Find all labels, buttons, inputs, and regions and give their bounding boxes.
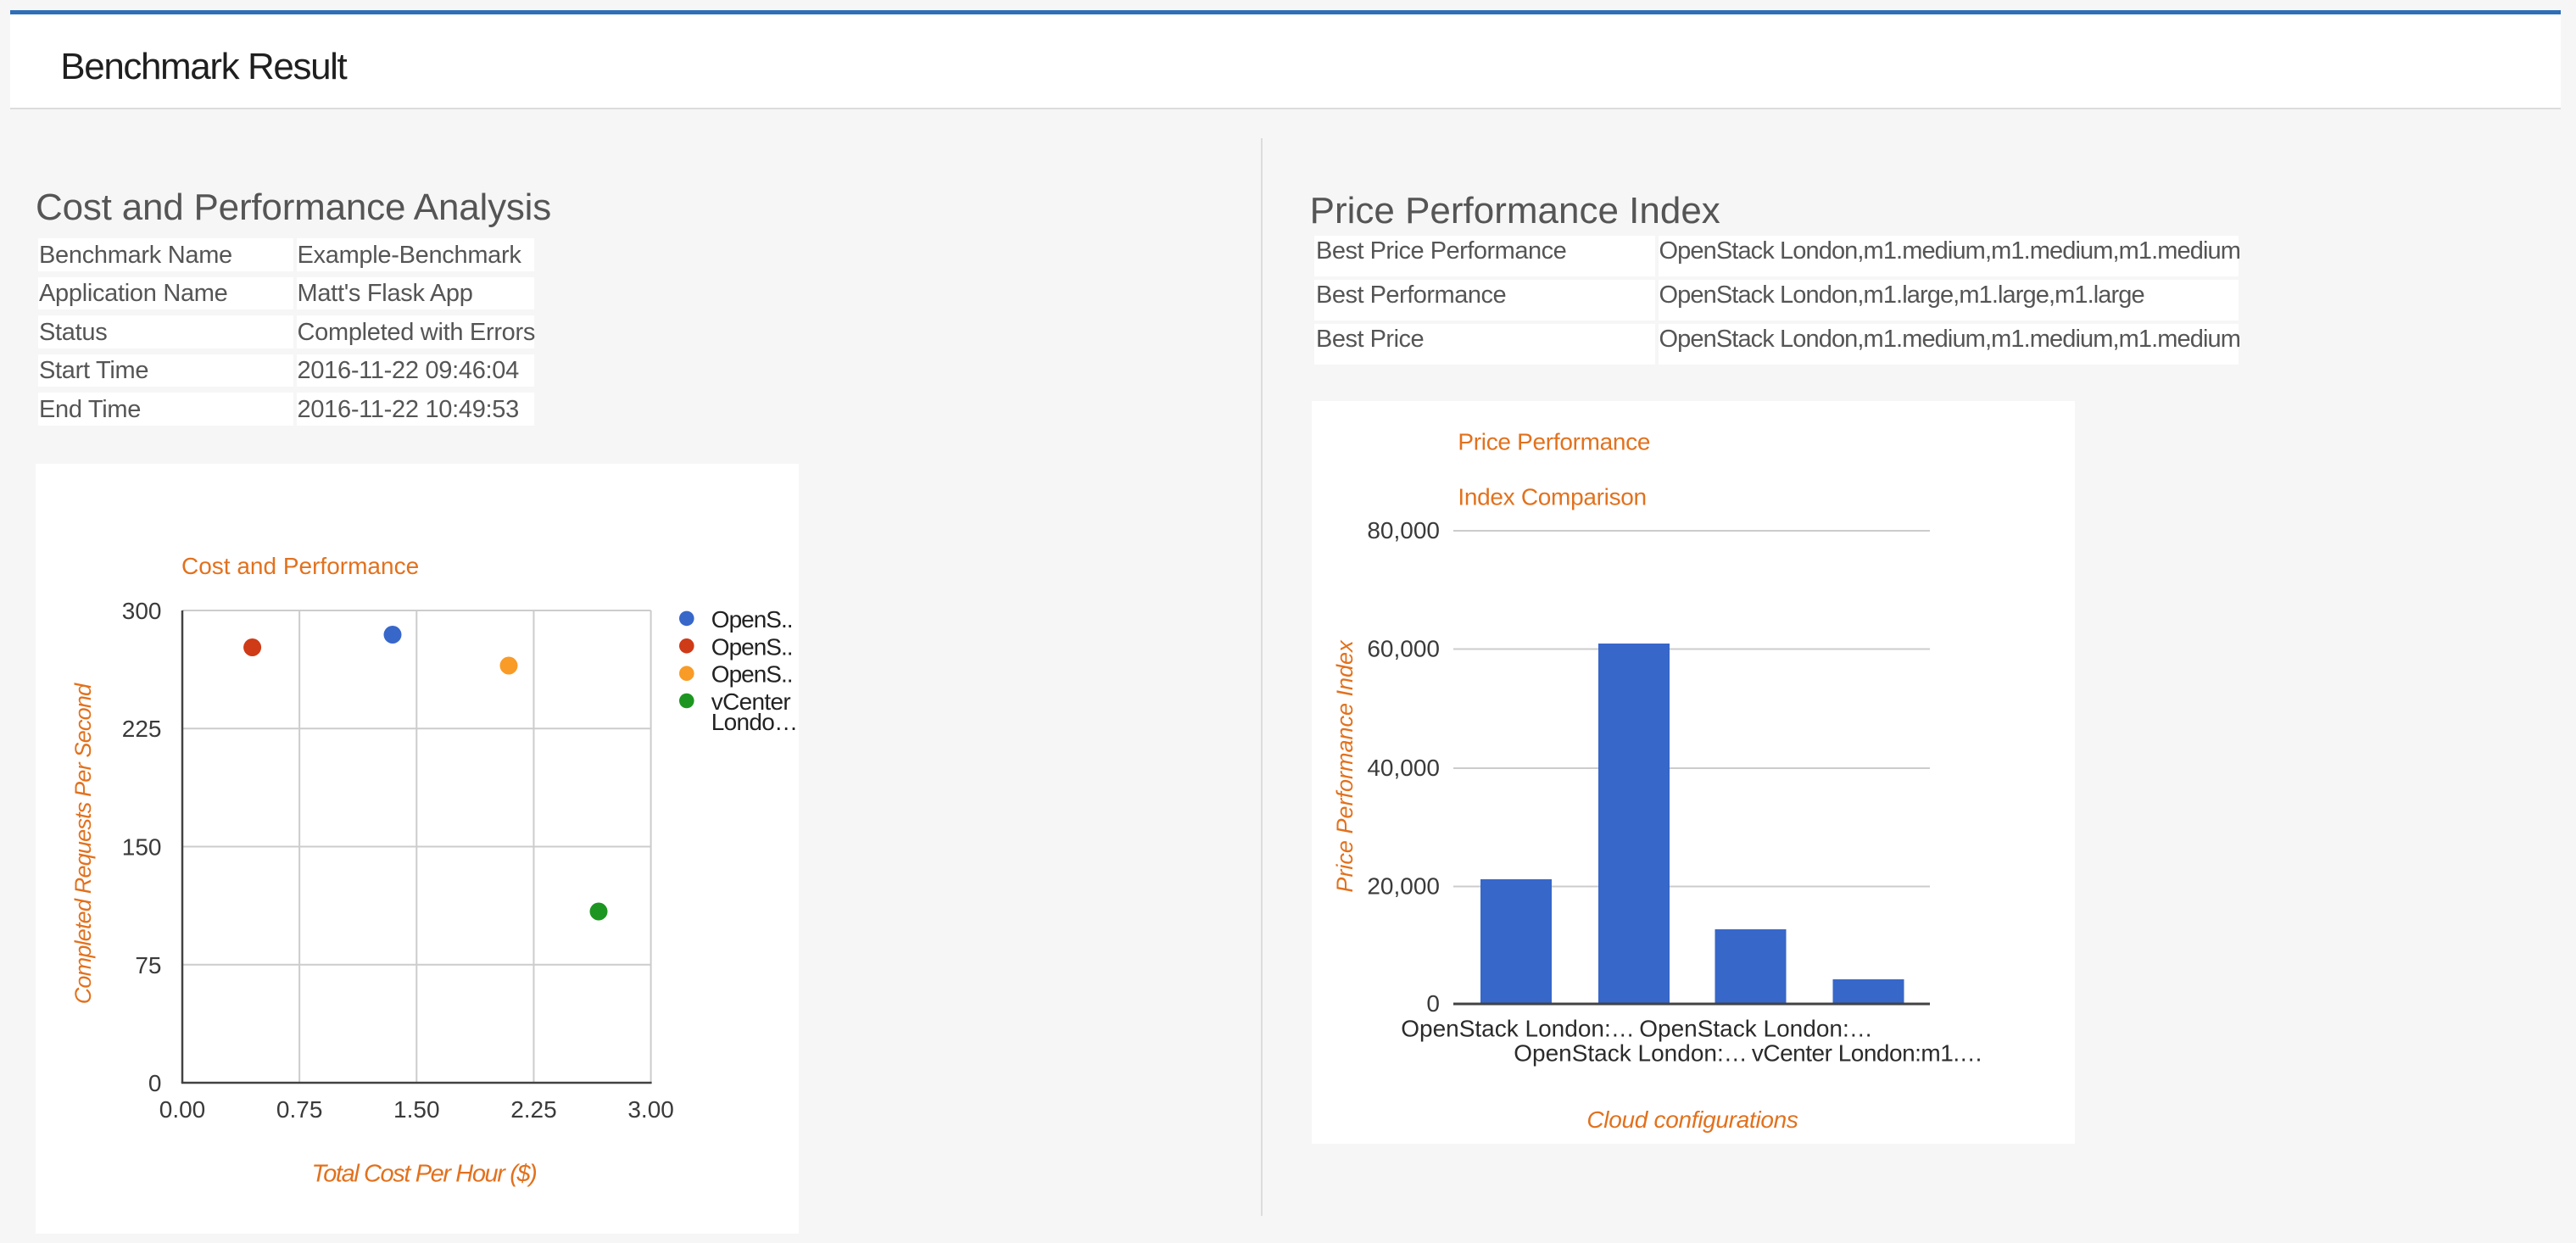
svg-text:OpenStack London:…: OpenStack London:… (1401, 1016, 1635, 1042)
svg-text:0: 0 (148, 1070, 162, 1096)
svg-text:Cloud configurations: Cloud configurations (1586, 1106, 1798, 1133)
svg-text:3.00: 3.00 (627, 1096, 674, 1123)
svg-text:80,000: 80,000 (1367, 517, 1440, 543)
svg-text:Londo…: Londo… (711, 709, 798, 735)
svg-text:Price Performance: Price Performance (1458, 428, 1650, 454)
svg-text:0: 0 (1426, 990, 1440, 1017)
svg-text:OpenS..: OpenS.. (711, 606, 793, 633)
svg-text:OpenStack London:…: OpenStack London:… (1639, 1016, 1873, 1042)
svg-text:OpenS..: OpenS.. (711, 661, 793, 688)
svg-text:Index Comparison: Index Comparison (1458, 484, 1646, 510)
svg-text:60,000: 60,000 (1367, 636, 1440, 662)
svg-text:vCenter London:m1.…: vCenter London:m1.… (1752, 1040, 1982, 1067)
svg-text:40,000: 40,000 (1367, 755, 1440, 781)
svg-text:1.50: 1.50 (393, 1096, 440, 1123)
svg-text:OpenS..: OpenS.. (711, 633, 793, 660)
svg-text:300: 300 (122, 598, 162, 624)
svg-text:225: 225 (122, 716, 162, 742)
svg-text:0.00: 0.00 (159, 1096, 206, 1123)
svg-text:2.25: 2.25 (510, 1096, 557, 1123)
svg-text:20,000: 20,000 (1367, 873, 1440, 900)
svg-text:OpenStack London:…: OpenStack London:… (1514, 1040, 1748, 1067)
svg-text:75: 75 (135, 952, 161, 978)
svg-text:Completed Requests Per Second: Completed Requests Per Second (70, 683, 96, 1004)
svg-text:150: 150 (122, 834, 162, 861)
svg-text:Cost and Performance: Cost and Performance (181, 553, 419, 579)
svg-text:Price Performance Index: Price Performance Index (1332, 639, 1358, 893)
svg-text:0.75: 0.75 (276, 1096, 323, 1123)
svg-text:Total Cost Per Hour ($): Total Cost Per Hour ($) (312, 1161, 537, 1188)
svg-text:vCenter: vCenter (711, 688, 791, 715)
